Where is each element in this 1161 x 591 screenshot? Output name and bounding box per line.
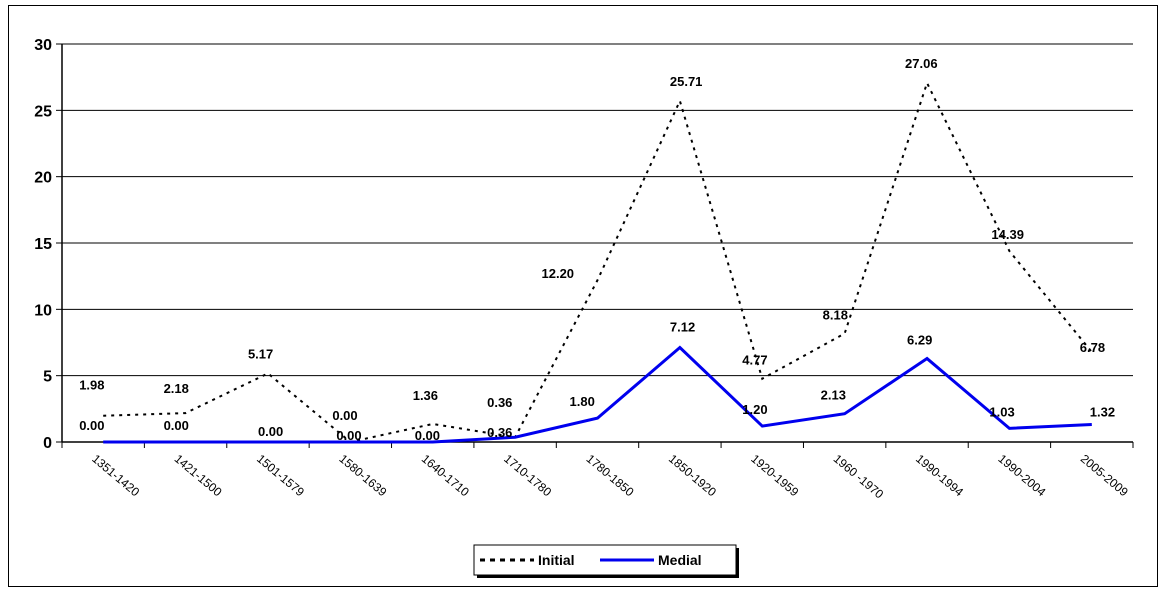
x-tick-label: 1780-1850	[584, 452, 637, 500]
x-tick-label: 1990-1994	[913, 452, 966, 500]
data-label-medial: 0.00	[415, 428, 440, 443]
y-tick-label: 5	[43, 369, 52, 386]
y-tick-label: 30	[34, 37, 52, 54]
y-tick-label: 25	[34, 103, 52, 120]
data-label-initial: 25.71	[670, 74, 703, 89]
data-label-medial: 6.29	[907, 333, 932, 348]
data-label-initial: 1.36	[413, 388, 438, 403]
data-label-initial: 12.20	[542, 266, 575, 281]
x-tick-label: 2005-2009	[1078, 452, 1131, 500]
data-label-medial: 1.03	[989, 404, 1014, 419]
x-tick-label: 1850-1920	[666, 452, 719, 500]
data-label-initial: 8.18	[823, 307, 848, 322]
data-label-initial: 0.36	[487, 395, 512, 410]
y-tick-label: 15	[34, 236, 52, 253]
x-tick-label: 1960 -1970	[831, 452, 887, 502]
data-label-medial: 1.32	[1090, 404, 1115, 419]
data-label-initial: 6.78	[1080, 340, 1105, 355]
y-tick-label: 20	[34, 170, 52, 187]
x-tick-label: 1421-1500	[172, 452, 225, 500]
axes	[56, 43, 1134, 448]
data-label-initial: 5.17	[248, 346, 273, 361]
y-tick-labels: 0 5 10 15 20 25 30	[34, 37, 52, 452]
series-lines	[103, 80, 1093, 444]
data-label-initial: 27.06	[905, 56, 938, 71]
data-label-initial: 4.77	[742, 353, 767, 368]
x-tick-label: 1920-1959	[748, 452, 801, 500]
x-tick-label: 1501-1579	[254, 452, 307, 500]
data-label-medial: 0.00	[258, 424, 283, 439]
data-label-medial: 0.00	[336, 428, 361, 443]
chart-frame	[8, 5, 1158, 587]
y-tick-label: 0	[43, 435, 52, 452]
series-line-medial	[103, 345, 1092, 444]
x-tick-label: 1351-1420	[89, 452, 142, 500]
data-label-initial: 2.18	[164, 381, 189, 396]
legend-label-medial: Medial	[658, 552, 702, 568]
data-label-medial: 1.80	[570, 394, 595, 409]
x-tick-label: 1580-1639	[336, 452, 389, 500]
data-label-medial: 7.12	[670, 320, 695, 335]
data-label-medial: 0.00	[164, 418, 189, 433]
data-labels: 1.98 2.18 5.17 0.00 1.36 0.36 12.20 25.71 4.77 8.…	[79, 56, 1115, 443]
x-tick-labels: 1351-1420 1421-1500 1501-1579 1580-1639 1640…	[89, 452, 1131, 502]
data-label-initial: 1.98	[79, 378, 104, 393]
data-label-medial: 1.20	[742, 402, 767, 417]
data-label-medial: 0.36	[487, 425, 512, 440]
x-tick-label: 1640-1710	[419, 452, 472, 500]
x-tick-label: 1990-2004	[995, 452, 1048, 500]
data-label-medial: 2.13	[821, 388, 846, 403]
series-line-initial	[103, 80, 1093, 444]
legend-label-initial: Initial	[538, 552, 575, 568]
legend: Initial Medial	[473, 544, 739, 578]
y-tick-label: 10	[34, 302, 52, 319]
x-tick-label: 1710-1780	[501, 452, 554, 500]
gridlines	[62, 43, 1133, 377]
data-label-initial: 14.39	[991, 227, 1024, 242]
data-label-medial: 0.00	[79, 418, 104, 433]
data-label-initial: 0.00	[332, 408, 357, 423]
